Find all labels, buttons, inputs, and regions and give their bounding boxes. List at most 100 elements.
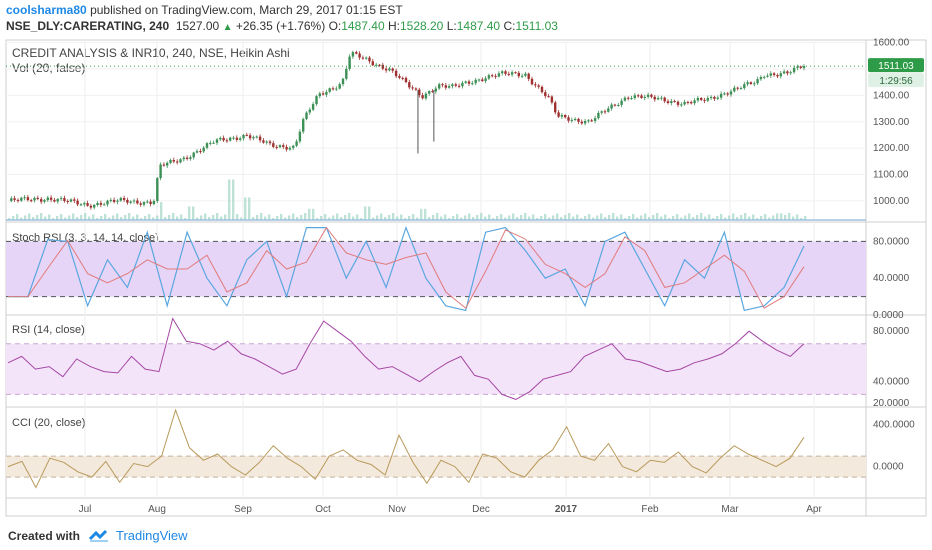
candle-down	[441, 84, 444, 86]
volume-bar	[140, 218, 143, 220]
volume-bar	[296, 217, 299, 220]
candle-down	[49, 197, 53, 200]
volume-bar	[476, 215, 479, 220]
author-link[interactable]: coolsharma80	[6, 3, 87, 17]
tradingview-link[interactable]: TradingView	[116, 528, 188, 543]
candle-up	[487, 75, 491, 79]
candle-up	[69, 199, 73, 202]
volume-bar	[148, 214, 151, 220]
volume-bar	[704, 216, 707, 220]
volume-bar	[280, 214, 283, 220]
candle-down	[13, 198, 16, 200]
candle-down	[431, 91, 434, 93]
candle-up	[375, 64, 378, 66]
stoch-d-line	[8, 226, 805, 309]
candle-down	[627, 97, 630, 99]
candle-up	[447, 86, 451, 88]
candle-down	[650, 94, 653, 97]
volume-bar	[36, 215, 39, 220]
volume-bar	[424, 208, 427, 221]
volume-bar	[780, 213, 783, 221]
volume-bar	[220, 216, 223, 220]
volume-bar	[576, 214, 579, 220]
volume-bar	[176, 216, 179, 220]
candle-up	[242, 134, 245, 139]
volume-bar	[440, 216, 443, 220]
volume-bar	[112, 215, 115, 220]
rsi-title: RSI (14, close)	[12, 324, 85, 336]
volume-bar	[60, 214, 63, 220]
volume-bar	[772, 215, 775, 220]
volume-bar	[624, 218, 627, 220]
candle-down	[736, 87, 739, 89]
candle-up	[33, 197, 36, 201]
candle-down	[404, 77, 408, 83]
candle-up	[335, 88, 338, 90]
candle-up	[388, 68, 391, 71]
candle-down	[149, 201, 152, 204]
candle-up	[766, 75, 769, 77]
candle-up	[328, 88, 331, 92]
volume-bar	[332, 215, 335, 220]
candle-up	[109, 199, 112, 201]
candle-down	[540, 86, 544, 93]
candle-up	[733, 87, 736, 92]
candle-up	[59, 198, 63, 200]
candle-up	[325, 91, 328, 95]
volume-bar	[372, 217, 375, 220]
last-price: 1527.00	[175, 19, 220, 33]
candle-down	[384, 68, 388, 71]
volume-bar	[664, 214, 667, 220]
candle-up	[670, 101, 673, 103]
volume-bar	[16, 214, 19, 220]
candle-down	[690, 102, 693, 104]
candle-down	[86, 203, 89, 206]
candle-down	[557, 112, 560, 117]
candle-down	[713, 96, 716, 99]
candle-up	[315, 96, 318, 105]
candle-down	[139, 203, 142, 205]
candle-up	[746, 82, 749, 85]
candle-down	[613, 104, 617, 106]
candle-down	[517, 72, 520, 77]
price-tick-label: 1300.00	[873, 117, 910, 128]
candle-down	[603, 111, 607, 113]
candle-up	[789, 72, 792, 74]
candle-down	[162, 164, 166, 166]
candle-down	[421, 95, 424, 99]
candle-up	[142, 202, 146, 205]
candle-down	[550, 96, 554, 103]
volume-bar	[68, 215, 71, 220]
price-tick-label: 1600.00	[873, 38, 910, 49]
volume-bar	[364, 206, 367, 220]
volume-bar	[244, 197, 247, 220]
candle-down	[663, 97, 666, 102]
candles	[10, 50, 806, 210]
volume-bar	[656, 213, 659, 220]
candle-down	[53, 199, 56, 202]
candle-down	[673, 101, 676, 103]
volume-bar	[156, 215, 159, 220]
volume-bar	[96, 218, 99, 220]
candle-up	[680, 104, 683, 106]
candle-down	[73, 199, 76, 201]
candle-down	[258, 136, 262, 141]
candle-up	[298, 131, 302, 142]
volume-bar	[340, 217, 343, 220]
candle-down	[272, 143, 275, 147]
candle-up	[428, 91, 431, 94]
cci-line	[7, 408, 805, 489]
candle-down	[262, 140, 265, 143]
volume-bar	[336, 213, 339, 220]
candle-up	[696, 98, 700, 101]
candle-up	[723, 93, 726, 95]
candle-down	[225, 140, 229, 142]
volume-bar	[784, 215, 787, 220]
volume-bar	[108, 217, 111, 220]
volume-bar	[700, 213, 703, 220]
volume-bar	[516, 217, 519, 220]
candle-up	[129, 201, 132, 203]
x-tick-label: Aug	[148, 504, 166, 515]
volume-bar	[212, 215, 215, 220]
